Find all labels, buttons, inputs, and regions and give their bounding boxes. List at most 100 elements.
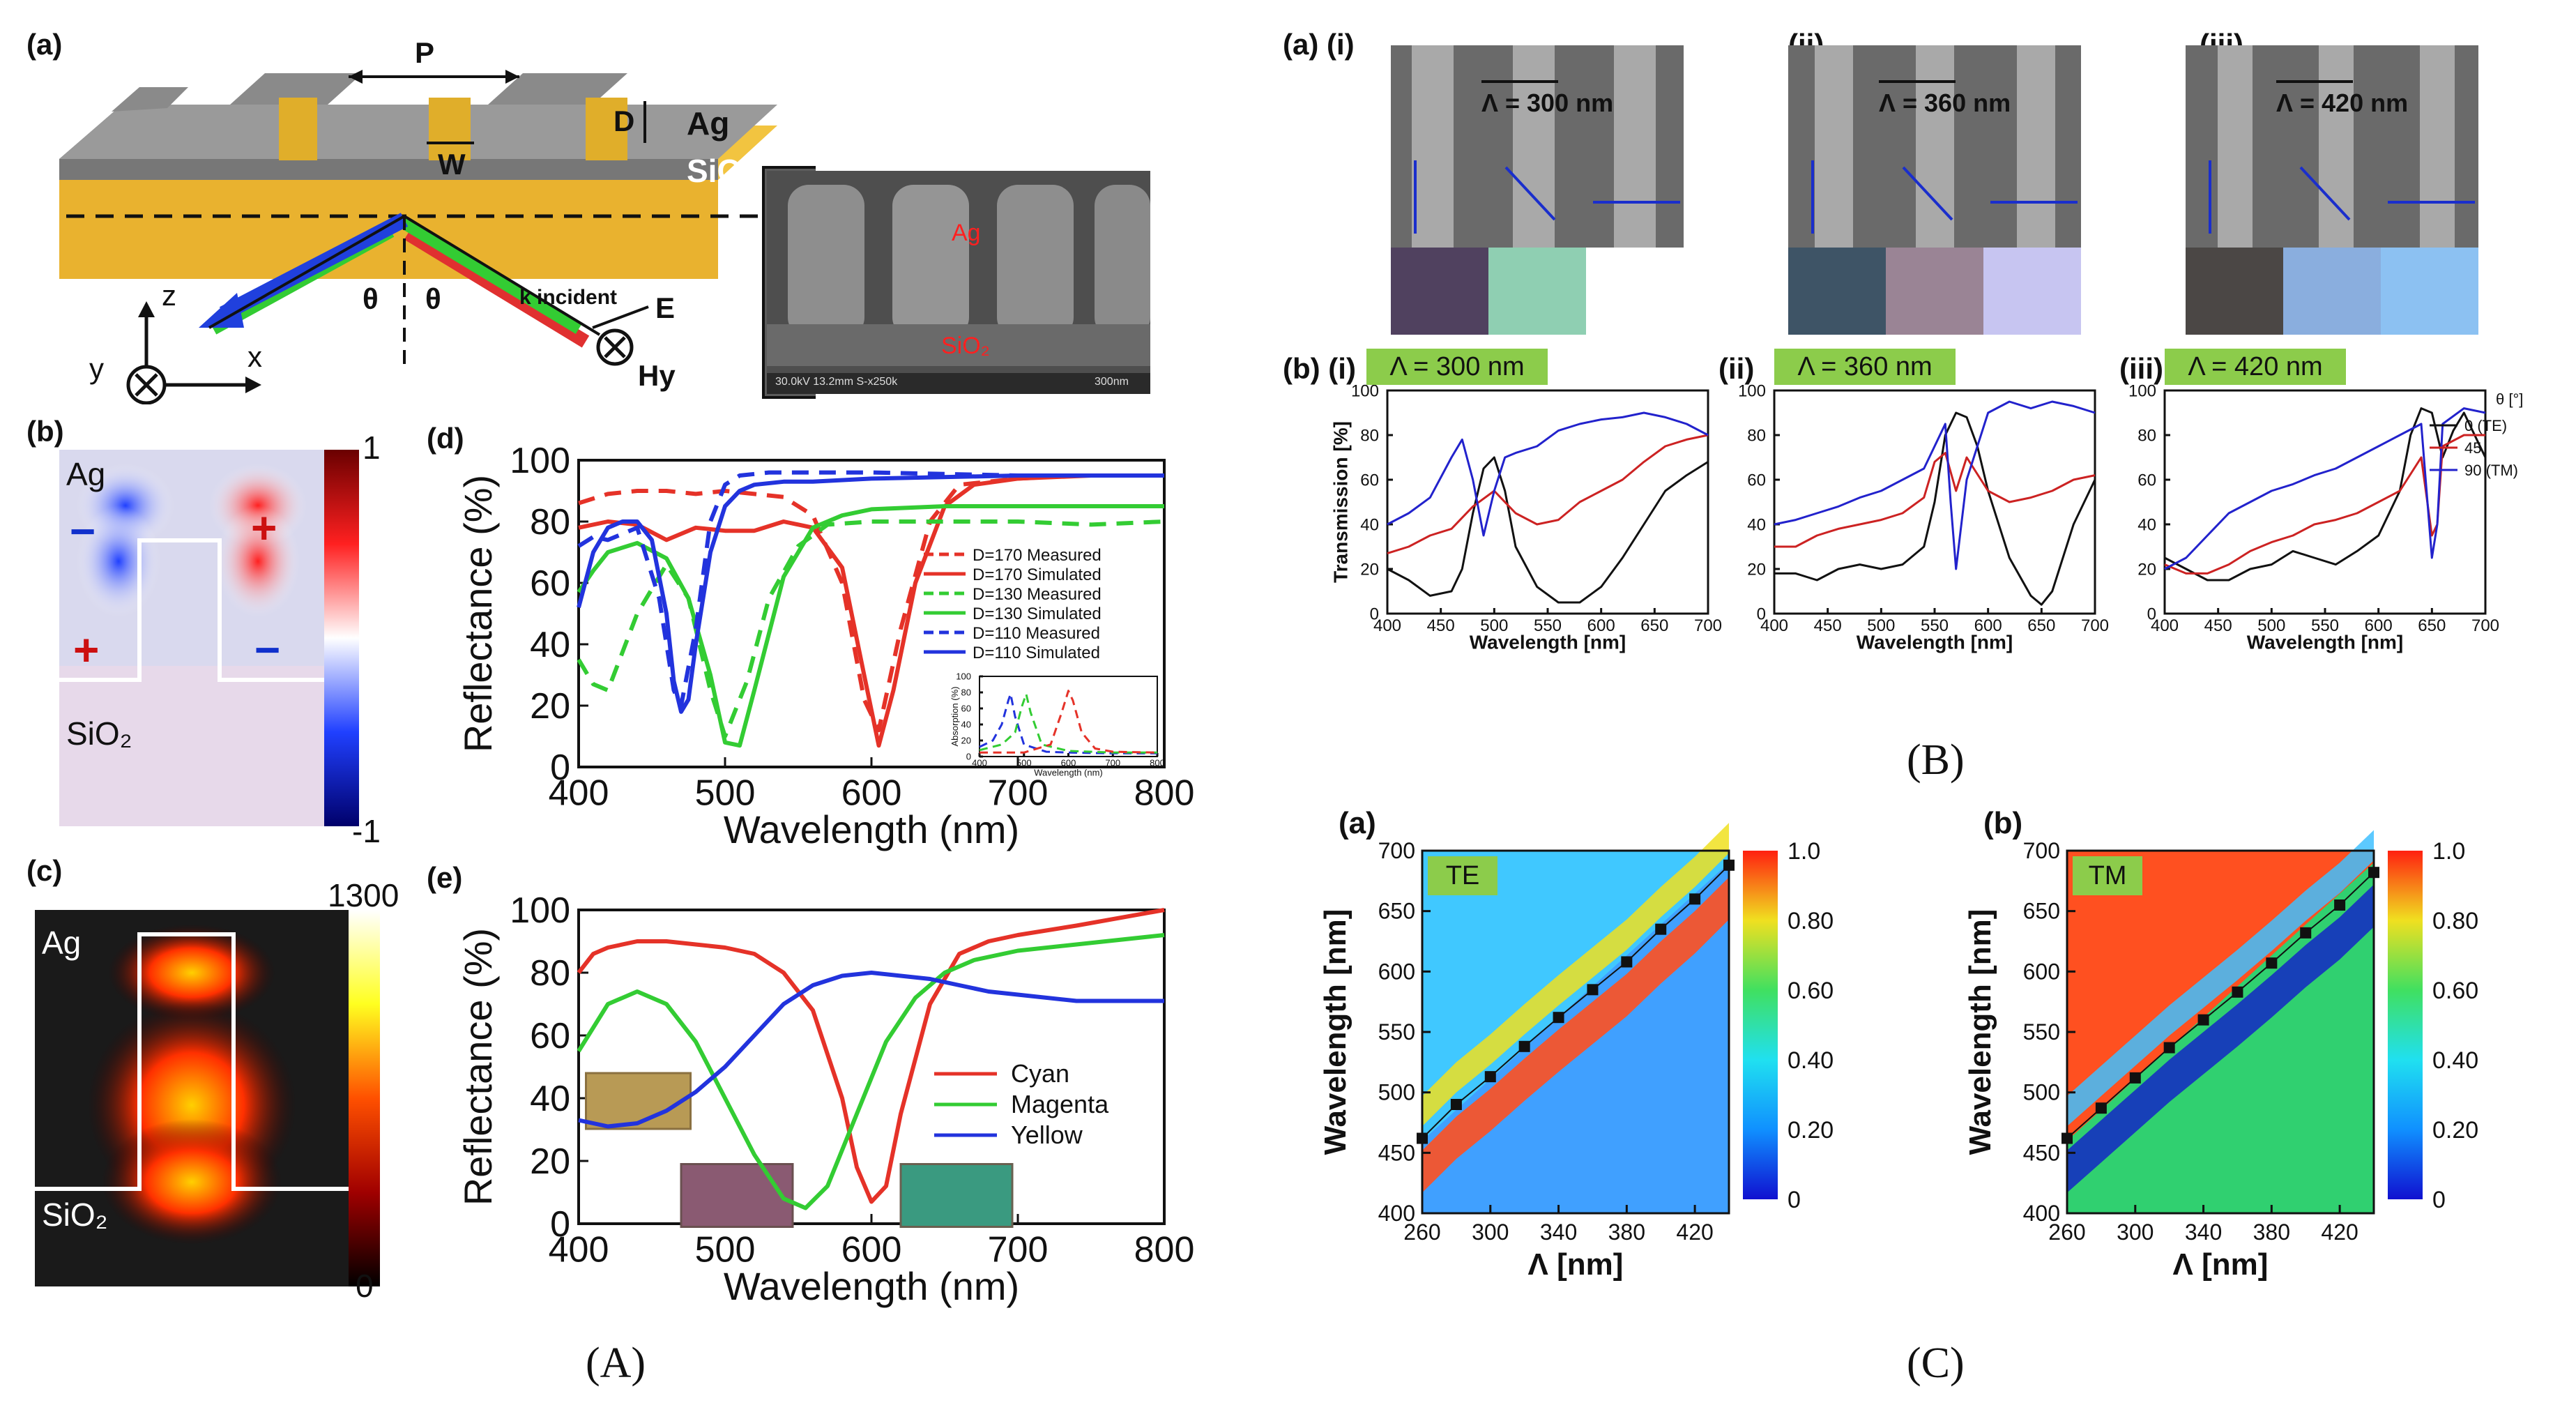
sem-scale: 300nm <box>1095 376 1129 388</box>
y-tick-label: 0 <box>1757 605 1766 623</box>
period-tag-label: Λ = 360 nm <box>1797 352 1932 381</box>
panel-A-b: (b) Ag SiO₂ − + + − 1 -1 <box>21 415 383 849</box>
grating-stripe <box>1815 45 1853 248</box>
theta-left-label: θ <box>363 282 379 315</box>
x-tick-label: 400 <box>1373 616 1401 635</box>
reflected-ray-line <box>208 215 405 329</box>
grating-stripe <box>2319 45 2354 248</box>
data-marker <box>2197 1014 2209 1026</box>
x-tick-label: 400 <box>549 1230 609 1270</box>
x-axis-label: Wavelength [nm] <box>2247 631 2404 653</box>
colorbar-tick-label: 0.40 <box>2432 1047 2478 1074</box>
data-marker <box>1518 1040 1530 1052</box>
x-tick-label: 300 <box>2117 1220 2154 1245</box>
y-tick-label: 550 <box>1378 1019 1415 1045</box>
x-tick-label: 600 <box>1974 616 2002 635</box>
sio2-label: SiO₂ <box>66 715 132 752</box>
y-axis-label: y <box>89 352 104 385</box>
colorbar-tick-label: 0.20 <box>1788 1117 1834 1144</box>
x-axis-label: Wavelength (nm) <box>1034 767 1103 777</box>
series-line <box>577 908 1165 1204</box>
data-marker <box>1689 893 1701 905</box>
series-line <box>1387 434 1709 555</box>
heatmap-resonance-band <box>1422 877 1729 1193</box>
arrowhead <box>505 70 519 84</box>
y-tick-label: 20 <box>530 686 570 727</box>
sem-sio2-label: SiO₂ <box>941 333 990 359</box>
x-tick-label: 550 <box>2311 616 2339 635</box>
minus-sign: − <box>70 506 96 556</box>
colorbar-min: 0 <box>356 1268 374 1304</box>
y-tick-label: 550 <box>2023 1019 2060 1045</box>
series-line <box>1774 400 2096 570</box>
series-line <box>577 933 1165 1210</box>
trend-line <box>2066 872 2375 1139</box>
y-tick-label: 100 <box>956 671 971 682</box>
sem-image: Λ = 360 nm <box>1788 45 2081 248</box>
x-tick-label: 500 <box>1867 616 1895 635</box>
y-tick-label: 80 <box>530 502 570 542</box>
period-tag <box>1366 349 1548 385</box>
heatmap-resonance-band <box>2067 884 2374 1193</box>
x-tick-label: 650 <box>2418 616 2446 635</box>
colorbar-tick-label: 0.80 <box>2432 908 2478 934</box>
sio2-label: SiO₂ <box>42 1197 108 1233</box>
y-tick-label: 700 <box>1378 838 1415 863</box>
x-tick-label: 800 <box>1134 1230 1195 1270</box>
y-tick-label: 60 <box>530 563 570 604</box>
x-tick-label: 420 <box>1676 1220 1713 1245</box>
x-tick-label: 650 <box>2027 616 2055 635</box>
slit-outline <box>59 538 324 682</box>
legend-label: Yellow <box>1011 1121 1083 1149</box>
x-axis-label: Wavelength [nm] <box>1470 631 1626 653</box>
series-line <box>578 473 1164 748</box>
color-swatch <box>1886 248 1983 335</box>
grating-stripe <box>1412 45 1454 248</box>
incident-ray-line <box>403 215 601 336</box>
y-tick-label: 20 <box>530 1141 570 1182</box>
period-tag-label: Λ = 420 nm <box>2188 352 2322 381</box>
panel-label-d: (d) <box>427 422 464 455</box>
panel-A-c: (c) Ag SiO₂ 1300 0 <box>21 854 399 1304</box>
polarization-arrows <box>2209 80 2475 234</box>
y-tick-label: 0 <box>550 747 570 788</box>
series-line <box>1387 411 1709 537</box>
y-tick-label: 60 <box>530 1016 570 1056</box>
depth-label: D <box>613 105 635 137</box>
x-tick-label: 260 <box>2048 1220 2085 1245</box>
colorbar-tick-label: 0.80 <box>1788 908 1834 934</box>
x-tick-label: 700 <box>2471 616 2499 635</box>
y-tick-label: 20 <box>1747 560 1766 579</box>
colorbar-max: 1 <box>363 430 381 466</box>
period-label: Λ = 360 nm <box>1879 89 2011 117</box>
x-tick-label: 700 <box>988 1230 1049 1270</box>
x-tick-label: 400 <box>972 758 987 768</box>
legend-label: 0 (TE) <box>2464 417 2507 434</box>
colorbar <box>349 910 380 1286</box>
mode-tag-label: TE <box>1446 861 1480 890</box>
x-tick-label: 600 <box>1061 758 1076 768</box>
y-tick-label: 650 <box>1378 899 1415 924</box>
y-tick-label: 450 <box>2023 1140 2060 1165</box>
y-axis-label: Absorption (%) <box>950 687 960 747</box>
polarization-arrow-diagonal <box>1504 166 1556 221</box>
panel-B-a-label-i: (a) (i) <box>1283 28 1355 61</box>
field-map <box>59 450 359 826</box>
hy-label: Hy <box>638 359 676 392</box>
y-tick-label: 40 <box>2137 515 2156 534</box>
colorbar-tick-label: 0.20 <box>2432 1117 2478 1144</box>
series-line <box>2164 434 2485 575</box>
color-swatch <box>1391 248 1488 335</box>
x-axis-label: Wavelength (nm) <box>724 1264 1019 1308</box>
series-line <box>2164 407 2486 570</box>
data-marker <box>1553 1012 1564 1024</box>
y-tick-label: 20 <box>2137 560 2156 579</box>
colorbar-tick-label: 1.0 <box>1788 838 1820 865</box>
sem-image: Λ = 420 nm <box>2186 45 2478 248</box>
panel-B-b-label-ii: (ii) <box>1718 352 1755 385</box>
panel-B-b-label-i: (b) (i) <box>1283 352 1356 385</box>
y-tick-label: 40 <box>530 625 570 665</box>
theta-right-label: θ <box>425 282 441 315</box>
data-marker <box>1621 956 1633 968</box>
grating-stripe <box>2218 45 2253 248</box>
